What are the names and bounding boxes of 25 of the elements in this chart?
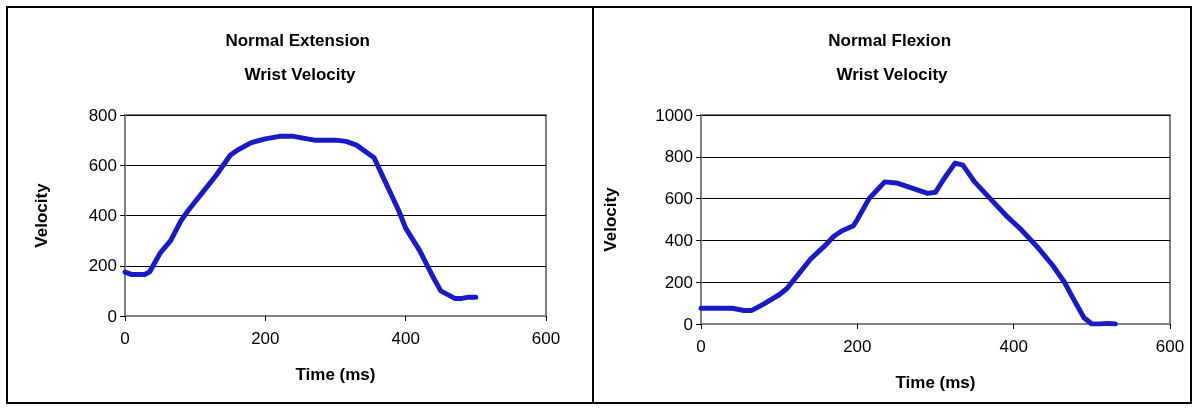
chart-title: Normal Flexion Wrist Velocity (828, 30, 956, 84)
y-tick-label: 0 (107, 306, 117, 326)
x-tick-label: 0 (696, 337, 706, 356)
y-tick-label: 600 (664, 189, 693, 209)
x-tick-label: 400 (391, 329, 420, 348)
y-tick-label: 200 (664, 272, 693, 292)
y-tick-label: 400 (88, 206, 117, 225)
y-tick-label: 800 (664, 147, 693, 167)
x-tick-label: 200 (843, 337, 872, 356)
x-tick-label: 0 (120, 329, 130, 348)
y-axis-title: Velocity (601, 186, 620, 252)
y-tick-label: 800 (88, 105, 117, 125)
y-tick-label: 600 (88, 155, 117, 175)
y-tick-label: 1000 (655, 105, 693, 125)
chart-title: Normal Extension Wrist Velocity (225, 30, 375, 84)
x-tick-label: 400 (999, 337, 1028, 356)
x-tick-label: 600 (531, 329, 561, 348)
x-tick-label: 600 (1155, 337, 1185, 356)
y-tick-label: 0 (683, 314, 693, 334)
x-axis-title: Time (ms) (295, 365, 376, 384)
x-axis-title: Time (ms) (895, 373, 976, 392)
y-tick-label: 400 (664, 230, 693, 250)
y-axis-title: Velocity (32, 182, 51, 248)
x-tick-label: 200 (251, 329, 280, 348)
y-tick-label: 200 (88, 256, 117, 276)
